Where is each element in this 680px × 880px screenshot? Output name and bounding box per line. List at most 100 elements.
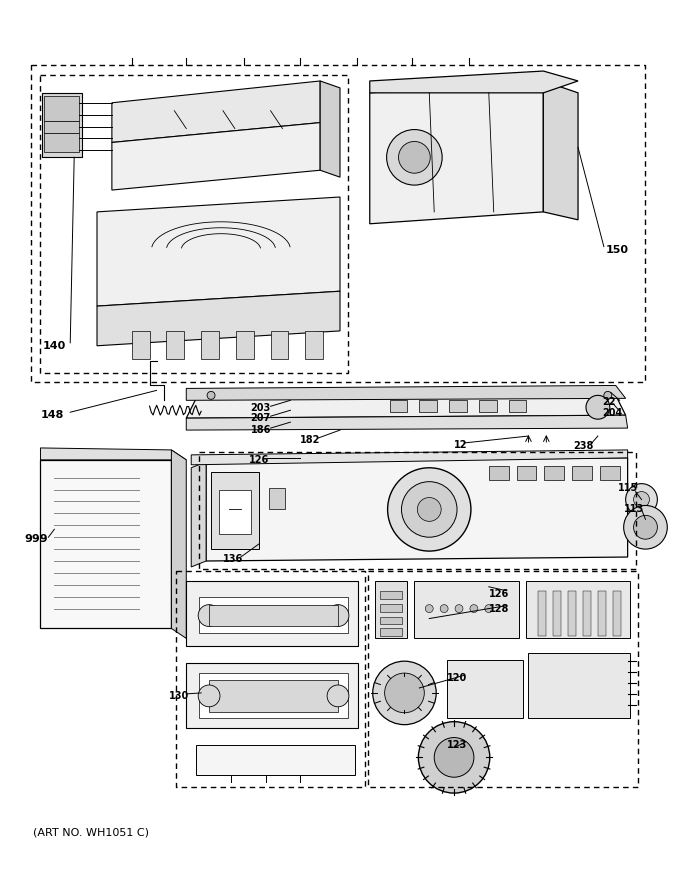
Polygon shape <box>320 81 340 177</box>
Polygon shape <box>199 673 348 718</box>
Polygon shape <box>201 331 219 359</box>
Polygon shape <box>97 197 340 306</box>
Polygon shape <box>41 460 171 628</box>
Text: 120: 120 <box>447 673 467 683</box>
Polygon shape <box>171 450 186 638</box>
Circle shape <box>387 129 442 185</box>
Circle shape <box>207 392 215 400</box>
Text: 182: 182 <box>301 435 321 445</box>
Polygon shape <box>167 331 184 359</box>
Text: 115: 115 <box>617 482 638 493</box>
Polygon shape <box>509 400 526 412</box>
Polygon shape <box>132 331 150 359</box>
Circle shape <box>425 605 433 612</box>
Polygon shape <box>526 581 630 638</box>
Polygon shape <box>271 331 288 359</box>
Circle shape <box>373 661 436 724</box>
Polygon shape <box>568 590 576 636</box>
Polygon shape <box>420 400 437 412</box>
Polygon shape <box>269 488 286 510</box>
Polygon shape <box>543 81 578 220</box>
Text: 207: 207 <box>251 414 271 423</box>
Text: 123: 123 <box>447 740 467 751</box>
Text: 128: 128 <box>489 604 509 613</box>
Polygon shape <box>447 660 524 718</box>
Polygon shape <box>112 81 320 143</box>
Text: 150: 150 <box>606 245 629 254</box>
Polygon shape <box>197 745 355 775</box>
Circle shape <box>586 395 610 419</box>
Text: 136: 136 <box>223 554 243 564</box>
Circle shape <box>401 481 457 537</box>
Polygon shape <box>44 133 79 152</box>
Circle shape <box>440 605 448 612</box>
Circle shape <box>418 722 490 793</box>
Polygon shape <box>97 291 340 346</box>
Polygon shape <box>370 81 543 224</box>
Polygon shape <box>191 462 206 567</box>
Circle shape <box>388 468 471 551</box>
Polygon shape <box>479 400 496 412</box>
Circle shape <box>626 484 658 516</box>
Polygon shape <box>219 489 251 534</box>
Text: 126: 126 <box>489 589 509 598</box>
Circle shape <box>604 392 612 400</box>
Polygon shape <box>528 653 630 718</box>
Polygon shape <box>583 590 591 636</box>
Circle shape <box>634 492 649 508</box>
Polygon shape <box>186 581 358 646</box>
Polygon shape <box>544 466 564 480</box>
Circle shape <box>418 497 441 521</box>
Polygon shape <box>554 590 561 636</box>
Polygon shape <box>379 628 403 636</box>
Polygon shape <box>206 458 628 561</box>
Polygon shape <box>209 680 338 712</box>
Circle shape <box>634 516 658 539</box>
Circle shape <box>198 605 220 627</box>
Polygon shape <box>370 71 578 93</box>
Circle shape <box>385 673 424 713</box>
Polygon shape <box>186 415 628 430</box>
Text: 238: 238 <box>573 441 594 451</box>
Text: 203: 203 <box>251 403 271 414</box>
Circle shape <box>327 685 349 707</box>
Circle shape <box>624 505 667 549</box>
Polygon shape <box>390 400 407 412</box>
Polygon shape <box>44 121 79 133</box>
Polygon shape <box>379 604 403 612</box>
Text: 148: 148 <box>41 410 64 421</box>
Polygon shape <box>41 448 186 460</box>
Polygon shape <box>199 597 348 634</box>
Text: 113: 113 <box>624 504 644 515</box>
Polygon shape <box>191 450 628 465</box>
Polygon shape <box>539 590 546 636</box>
Text: (ART NO. WH1051 C): (ART NO. WH1051 C) <box>33 828 148 838</box>
Text: 12: 12 <box>454 440 468 450</box>
Circle shape <box>198 685 220 707</box>
Polygon shape <box>449 400 467 412</box>
Circle shape <box>435 737 474 777</box>
Polygon shape <box>209 605 338 627</box>
Polygon shape <box>186 395 626 418</box>
Polygon shape <box>379 590 403 598</box>
Polygon shape <box>489 466 509 480</box>
Polygon shape <box>186 385 626 400</box>
Polygon shape <box>211 472 258 549</box>
Polygon shape <box>613 590 621 636</box>
Polygon shape <box>112 122 320 190</box>
Polygon shape <box>414 581 519 638</box>
Polygon shape <box>42 93 82 158</box>
Circle shape <box>470 605 478 612</box>
Text: 204: 204 <box>602 408 622 418</box>
Text: 186: 186 <box>251 425 271 435</box>
Polygon shape <box>379 617 403 625</box>
Circle shape <box>398 142 430 173</box>
Text: 999: 999 <box>24 534 48 544</box>
Polygon shape <box>44 96 79 121</box>
Polygon shape <box>572 466 592 480</box>
Circle shape <box>327 605 349 627</box>
Polygon shape <box>186 664 358 728</box>
Polygon shape <box>517 466 537 480</box>
Circle shape <box>455 605 463 612</box>
Polygon shape <box>236 331 254 359</box>
